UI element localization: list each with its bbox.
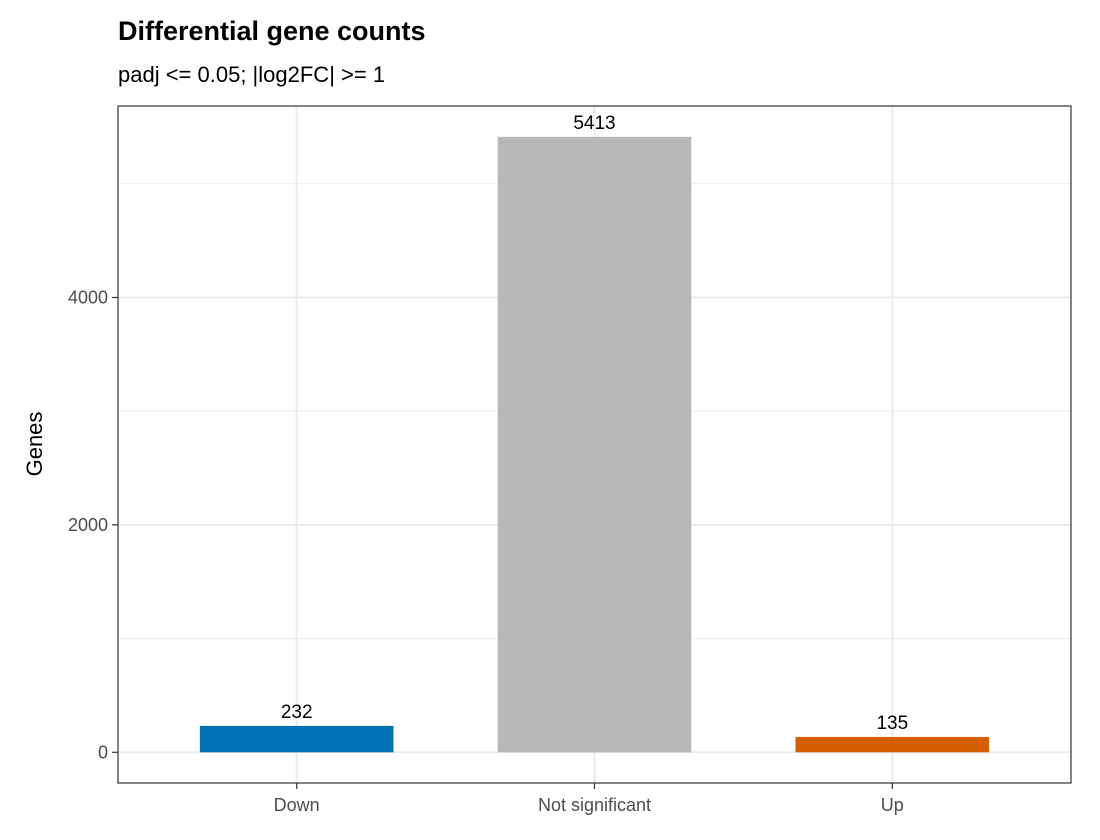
y-tick-label-0: 0 [98,742,108,762]
x-tick-label-0: Down [274,795,320,815]
x-tick-label-2: Up [881,795,904,815]
y-axis: 0 2000 4000 [68,287,118,762]
y-tick-label-1: 2000 [68,515,108,535]
x-axis: Down Not significant Up [274,783,904,815]
data-label-1: 5413 [573,113,615,134]
x-tick-label-1: Not significant [538,795,651,815]
y-tick-label-2: 4000 [68,287,108,307]
bars [199,136,990,753]
data-label-2: 135 [876,713,908,734]
bar-1 [497,136,692,753]
chart-subtitle: padj <= 0.05; |log2FC| >= 1 [118,62,386,87]
y-axis-title: Genes [22,412,47,477]
chart-title: Differential gene counts [118,16,426,46]
data-label-0: 232 [281,702,313,723]
bar-0 [199,725,394,753]
data-labels: 232 5413 135 [281,113,908,734]
bar-2 [795,736,990,753]
